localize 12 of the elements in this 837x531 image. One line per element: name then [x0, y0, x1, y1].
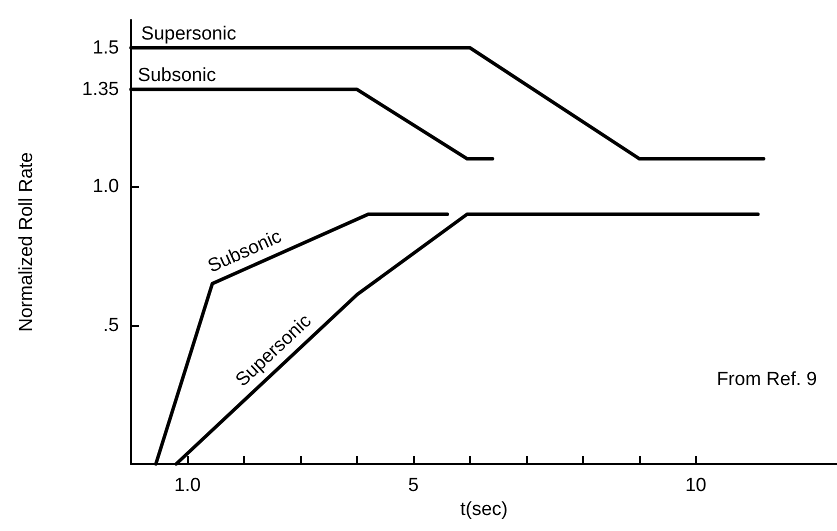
x-tick-label: 5 — [408, 475, 419, 496]
series-label: Subsonic — [138, 64, 216, 86]
series-label: Supersonic — [141, 23, 236, 44]
x-tick-label: 1.0 — [174, 475, 201, 496]
annotation: From Ref. 9 — [716, 369, 818, 390]
y-tick-label: 1.0 — [92, 176, 119, 197]
x-tick-label: 10 — [685, 475, 706, 496]
y-tick-label: .5 — [103, 314, 119, 336]
y-tick-label: 1.5 — [92, 37, 119, 58]
y-axis-title: Normalized Roll Rate — [16, 152, 37, 332]
x-axis-title: t(sec) — [460, 498, 508, 520]
y-tick-label: 1.35 — [82, 78, 119, 100]
